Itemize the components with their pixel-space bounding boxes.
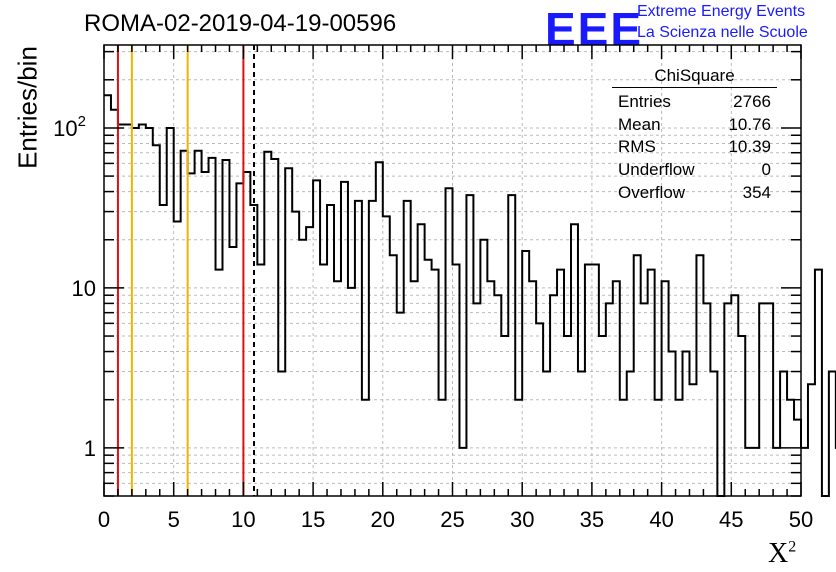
x-axis-label-exponent: 2 <box>788 538 797 556</box>
histogram-series <box>104 94 836 497</box>
stats-value-underflow: 0 <box>761 160 771 180</box>
stats-value-mean: 10.76 <box>728 114 771 134</box>
stats-row-mean: Mean 10.76 <box>612 114 777 137</box>
stats-label-rms: RMS <box>618 137 656 157</box>
x-tick-label: 15 <box>301 507 325 532</box>
x-tick-label: 40 <box>649 507 673 532</box>
x-tick-label: 30 <box>510 507 534 532</box>
x-tick-label: 45 <box>719 507 743 532</box>
stats-label-underflow: Underflow <box>618 160 695 180</box>
x-tick-label: 5 <box>168 507 180 532</box>
chart-title: ROMA-02-2019-04-19-00596 <box>84 10 397 37</box>
stats-value-rms: 10.39 <box>728 137 771 157</box>
x-tick-label: 10 <box>231 507 255 532</box>
x-axis-label: X2 <box>768 538 796 570</box>
stats-label-overflow: Overflow <box>618 182 686 202</box>
stats-row-entries: Entries 2766 <box>612 91 777 114</box>
y-tick-label: 10 <box>72 276 96 301</box>
stats-label-mean: Mean <box>618 114 661 134</box>
brand-line-2: La Scienza nelle Scuole <box>637 24 808 41</box>
stats-row-overflow: Overflow 354 <box>612 182 777 205</box>
stats-value-overflow: 354 <box>742 182 771 202</box>
eee-logo: EEE <box>545 3 644 55</box>
brand-line-1: Extreme Energy Events <box>637 3 806 20</box>
stats-title: ChiSquare <box>612 66 777 88</box>
y-tick-label: 102 <box>53 113 86 141</box>
stats-label-entries: Entries <box>618 92 671 111</box>
stats-row-rms: RMS 10.39 <box>612 136 777 159</box>
x-tick-label: 25 <box>440 507 464 532</box>
stats-value-entries: 2766 <box>733 92 771 111</box>
y-tick-label-exponent: 2 <box>78 113 86 130</box>
stats-row-underflow: Underflow 0 <box>612 159 777 182</box>
y-tick-label-base: 10 <box>53 116 77 141</box>
x-tick-label: 50 <box>789 507 813 532</box>
stats-box: ChiSquare Entries 2766 Mean 10.76 RMS 10.39… <box>612 66 777 205</box>
x-tick-label: 0 <box>98 507 110 532</box>
x-tick-label: 35 <box>580 507 604 532</box>
x-tick-label: 20 <box>371 507 395 532</box>
y-tick-label: 1 <box>84 436 96 461</box>
x-axis-label-base: X <box>768 538 789 569</box>
